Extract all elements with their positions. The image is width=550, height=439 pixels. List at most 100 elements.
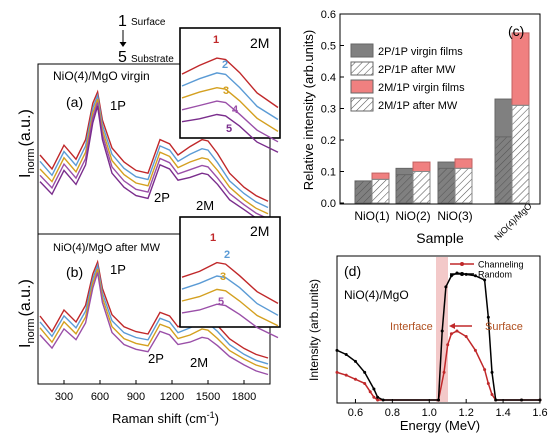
- rbs-point-channeling: [442, 370, 446, 374]
- panel-a-peak-1p: 1P: [110, 98, 126, 113]
- inset-label-2: 2: [222, 59, 228, 71]
- inset-series-2: [181, 72, 279, 121]
- rbs-point-random: [490, 370, 494, 374]
- rbs-point-channeling: [464, 335, 468, 339]
- panel-a-sample-label: NiO(4)/MgO virgin: [53, 69, 150, 83]
- d-xtick-label: 1.2: [459, 407, 474, 419]
- panel-c-legend: 2P/1P virgin films 2P/1P after MW 2M/1P vi…: [350, 43, 465, 112]
- raman-a-series-5: [39, 105, 269, 225]
- bar-2p-mw: [354, 180, 373, 204]
- panel-d-x-ticks: 0.6 0.8 1.0 1.2 1.4 1.6: [348, 399, 548, 419]
- raman-b-series-5: [39, 272, 269, 376]
- panel-c-xlabel: Sample: [416, 230, 464, 246]
- bar-2p-mw: [437, 167, 456, 204]
- rbs-point-random: [494, 398, 498, 402]
- depth-bottom-label: Substrate: [131, 54, 174, 65]
- c-ytick-label: 0.4: [321, 72, 336, 84]
- c-xtick-label: NiO(1): [354, 209, 389, 223]
- d-legend-label: Channeling: [478, 260, 524, 270]
- rbs-point-channeling: [449, 332, 453, 336]
- inset-series-5: [181, 113, 279, 153]
- interface-label: Interface: [390, 321, 433, 333]
- panel-d-ylabel: Intensity (arb.units): [307, 279, 321, 381]
- inset-series-1: [181, 261, 279, 305]
- c-legend-label: 2P/1P virgin films: [378, 46, 463, 58]
- inset-series-3: [181, 288, 279, 327]
- panel-d-sample: NiO(4)/MgO: [344, 288, 409, 302]
- raman-tick-label: 1500: [196, 391, 220, 403]
- inset-b-curves: [181, 261, 279, 339]
- panel-d-curves: [335, 271, 542, 402]
- panel-a: NiO(4)/MgO virgin (a) 1P 2P 2M Inorm(a.u…: [17, 63, 271, 235]
- inset-b-labels: 12 3 5: [210, 232, 230, 308]
- inset-label-1: 1: [210, 232, 216, 244]
- rbs-point-random: [335, 348, 339, 352]
- bar-2p-mw: [395, 174, 414, 204]
- inset-label-5: 5: [218, 296, 224, 308]
- c-legend-swatch: [350, 61, 374, 76]
- rbs-point-channeling: [368, 390, 372, 394]
- d-legend-marker: [460, 262, 464, 266]
- rbs-point-channeling: [473, 348, 477, 352]
- panel-b-peak-1p: 1P: [110, 262, 126, 277]
- raman-tick-label: 600: [91, 391, 109, 403]
- c-xtick-label: NiO(3): [437, 209, 472, 223]
- panel-a-tag: (a): [66, 94, 83, 110]
- panel-b-peak-2p: 2P: [148, 351, 164, 366]
- panel-c-tag: (c): [508, 23, 524, 39]
- rbs-point-channeling: [483, 368, 487, 372]
- c-xtick-label: NiO(4)/MgO: [492, 201, 533, 242]
- inset-a-curves: [181, 57, 279, 153]
- raman-b-series-3: [39, 268, 269, 370]
- panel-a-peak-2p: 2P: [154, 190, 170, 205]
- depth-arrow-icon: [119, 42, 127, 47]
- c-legend-swatch: [350, 79, 374, 94]
- d-xtick-label: 0.6: [348, 407, 363, 419]
- inset-label-1: 1: [213, 34, 219, 46]
- inset-b-title: 2M: [250, 223, 269, 239]
- rbs-point-random: [473, 274, 477, 278]
- rbs-point-random: [372, 387, 376, 391]
- c-legend-swatch: [350, 43, 374, 58]
- panel-d-tag: (d): [344, 263, 361, 279]
- rbs-point-random: [344, 352, 348, 356]
- rbs-point-channeling: [486, 381, 490, 385]
- inset-label-3: 3: [220, 271, 226, 283]
- c-legend-label: 2M/1P virgin films: [378, 82, 465, 94]
- c-legend-label: 2M/1P after MW: [378, 100, 458, 112]
- inset-label-4: 4: [232, 104, 239, 116]
- rbs-point-random: [483, 278, 487, 282]
- rbs-point-random: [449, 274, 453, 278]
- bar-2m-mw: [454, 167, 473, 204]
- inset-a-labels: 1 2 345: [213, 34, 239, 135]
- raman-a-series-4: [39, 102, 269, 220]
- panel-b-sample-label: NiO(4)/MgO after MW: [53, 242, 161, 254]
- inset-series-2: [181, 275, 279, 316]
- rbs-point-random: [486, 315, 490, 319]
- raman-a-series-3: [39, 98, 269, 215]
- panel-c-y-ticks: 0.0 0.1 0.2 0.3 0.4 0.5 0.6: [321, 9, 344, 210]
- rbs-point-random: [520, 398, 524, 402]
- c-ytick-label: 0.2: [321, 135, 336, 147]
- panel-d-frame: [336, 255, 541, 404]
- panel-b: NiO(4)/MgO after MW (b) 1P 2P 2M Inorm(a…: [17, 233, 271, 426]
- depth-bottom-number: 5: [118, 49, 127, 66]
- inset-b: 2M 12 3 5: [179, 216, 281, 339]
- inset-label-5: 5: [226, 123, 232, 135]
- panel-d-xlabel: Energy (MeV): [400, 418, 480, 433]
- depth-top-number: 1: [118, 13, 127, 30]
- raman-a-series-1: [39, 89, 269, 202]
- svg-text:Inorm(a.u.): Inorm(a.u.): [17, 279, 37, 348]
- surface-label: Surface: [485, 321, 523, 333]
- bar-2m-mw: [412, 171, 431, 204]
- depth-legend: 1 Surface 5 Substrate: [118, 13, 174, 66]
- raman-tick-label: 1200: [160, 391, 184, 403]
- d-legend-label: Random: [478, 270, 512, 280]
- d-legend-marker: [460, 272, 464, 276]
- rbs-point-channeling: [490, 392, 494, 396]
- rbs-point-channeling: [363, 381, 367, 385]
- interface-arrow-icon: [449, 323, 455, 329]
- depth-top-label: Surface: [131, 17, 166, 28]
